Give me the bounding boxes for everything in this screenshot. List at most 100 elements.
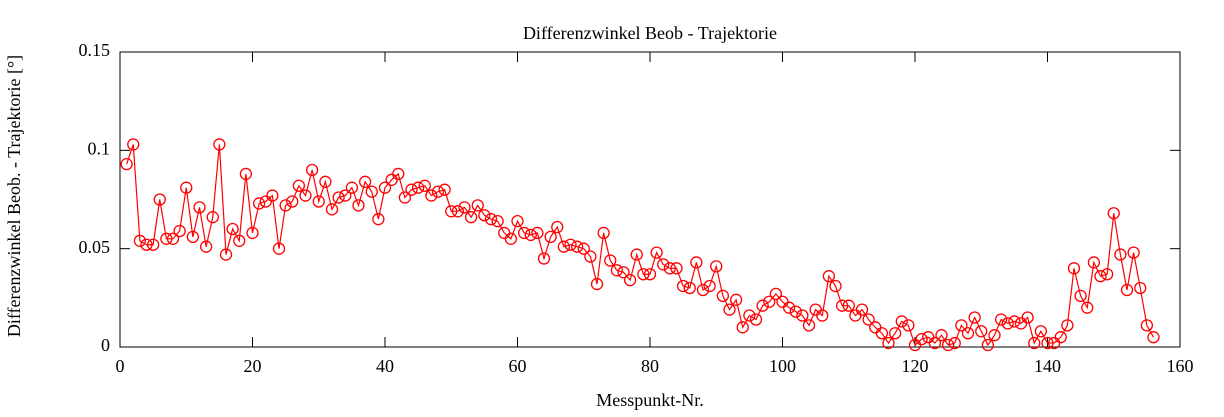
data-point	[816, 309, 829, 322]
data-point	[1021, 311, 1034, 324]
data-point	[564, 238, 577, 251]
data-point	[749, 313, 763, 326]
data-point	[378, 181, 392, 194]
data-point	[829, 279, 842, 293]
data-point	[657, 258, 670, 271]
data-point	[339, 189, 352, 202]
data-point	[451, 205, 465, 218]
data-point	[511, 214, 524, 228]
data-point	[1061, 319, 1074, 332]
data-line	[126, 144, 1155, 347]
data-point	[670, 262, 683, 275]
data-point	[504, 232, 518, 245]
data-point	[1001, 317, 1014, 330]
chart-title: Differenzwinkel Beob - Trajektorie	[523, 23, 777, 43]
data-point	[1147, 331, 1160, 344]
data-point	[690, 256, 703, 269]
data-point	[842, 299, 855, 312]
data-point	[425, 189, 438, 202]
data-point	[557, 240, 571, 253]
data-point	[1107, 207, 1120, 220]
data-point	[915, 332, 928, 346]
data-point	[272, 242, 286, 255]
x-tick-label: 80	[641, 356, 659, 376]
data-point	[623, 273, 637, 287]
data-point	[729, 293, 743, 306]
data-point	[597, 226, 610, 240]
data-point	[1041, 336, 1054, 350]
x-tick-label: 0	[116, 356, 125, 376]
data-point	[120, 157, 133, 171]
data-point	[1067, 262, 1081, 275]
data-point	[365, 185, 378, 198]
data-point	[789, 305, 802, 318]
data-point	[650, 246, 663, 259]
data-point	[822, 270, 836, 283]
data-point	[617, 266, 630, 279]
data-point	[173, 224, 186, 238]
data-point	[411, 181, 425, 194]
data-point	[279, 199, 292, 212]
data-point	[484, 213, 498, 226]
data-point	[524, 228, 537, 242]
data-point	[226, 222, 239, 236]
data-point	[994, 313, 1008, 326]
data-point	[445, 205, 458, 218]
data-point	[478, 209, 491, 222]
data-point	[186, 230, 200, 244]
data-point	[206, 211, 219, 224]
data-point	[398, 191, 412, 204]
data-point	[1127, 246, 1140, 259]
data-point	[948, 336, 961, 350]
data-point	[769, 287, 783, 301]
y-tick-label: 0.15	[79, 40, 111, 60]
data-point	[802, 319, 816, 332]
x-tick-label: 160	[1167, 356, 1194, 376]
data-point	[166, 232, 180, 245]
data-point	[1054, 331, 1067, 344]
data-point	[252, 197, 266, 210]
data-point	[902, 319, 915, 332]
x-tick-label: 120	[902, 356, 929, 376]
data-point	[199, 240, 213, 253]
x-tick-label: 140	[1034, 356, 1061, 376]
data-point	[630, 248, 643, 261]
data-point	[763, 295, 776, 308]
data-point	[796, 309, 809, 322]
data-point	[975, 325, 988, 338]
data-point	[981, 338, 995, 352]
data-point	[988, 329, 1001, 342]
data-point	[531, 226, 544, 240]
data-point	[683, 281, 696, 295]
data-point	[405, 183, 418, 196]
data-point	[345, 181, 359, 194]
data-point	[862, 313, 875, 326]
data-point	[325, 203, 339, 216]
data-point	[955, 319, 968, 332]
data-point	[577, 242, 590, 255]
y-axis-label: Differenzwinkel Beob. - Trajektorie [°]	[4, 55, 24, 337]
y-tick-label: 0.1	[88, 138, 111, 158]
data-point	[312, 195, 325, 208]
data-point	[372, 213, 385, 226]
data-point	[305, 163, 319, 177]
data-point	[835, 299, 849, 312]
data-point	[193, 201, 206, 214]
data-point	[736, 321, 749, 334]
data-point	[299, 189, 312, 202]
data-point	[458, 201, 471, 214]
data-point	[517, 226, 531, 240]
y-tick-label: 0	[101, 335, 110, 355]
data-point	[146, 238, 160, 251]
x-tick-label: 40	[376, 356, 394, 376]
data-point	[1114, 248, 1127, 261]
data-point	[537, 252, 551, 265]
data-point	[875, 327, 889, 340]
data-point	[961, 327, 975, 340]
data-point	[286, 195, 299, 208]
data-point	[544, 230, 557, 244]
data-point	[551, 220, 564, 234]
data-point	[935, 329, 948, 342]
data-point	[418, 179, 431, 192]
